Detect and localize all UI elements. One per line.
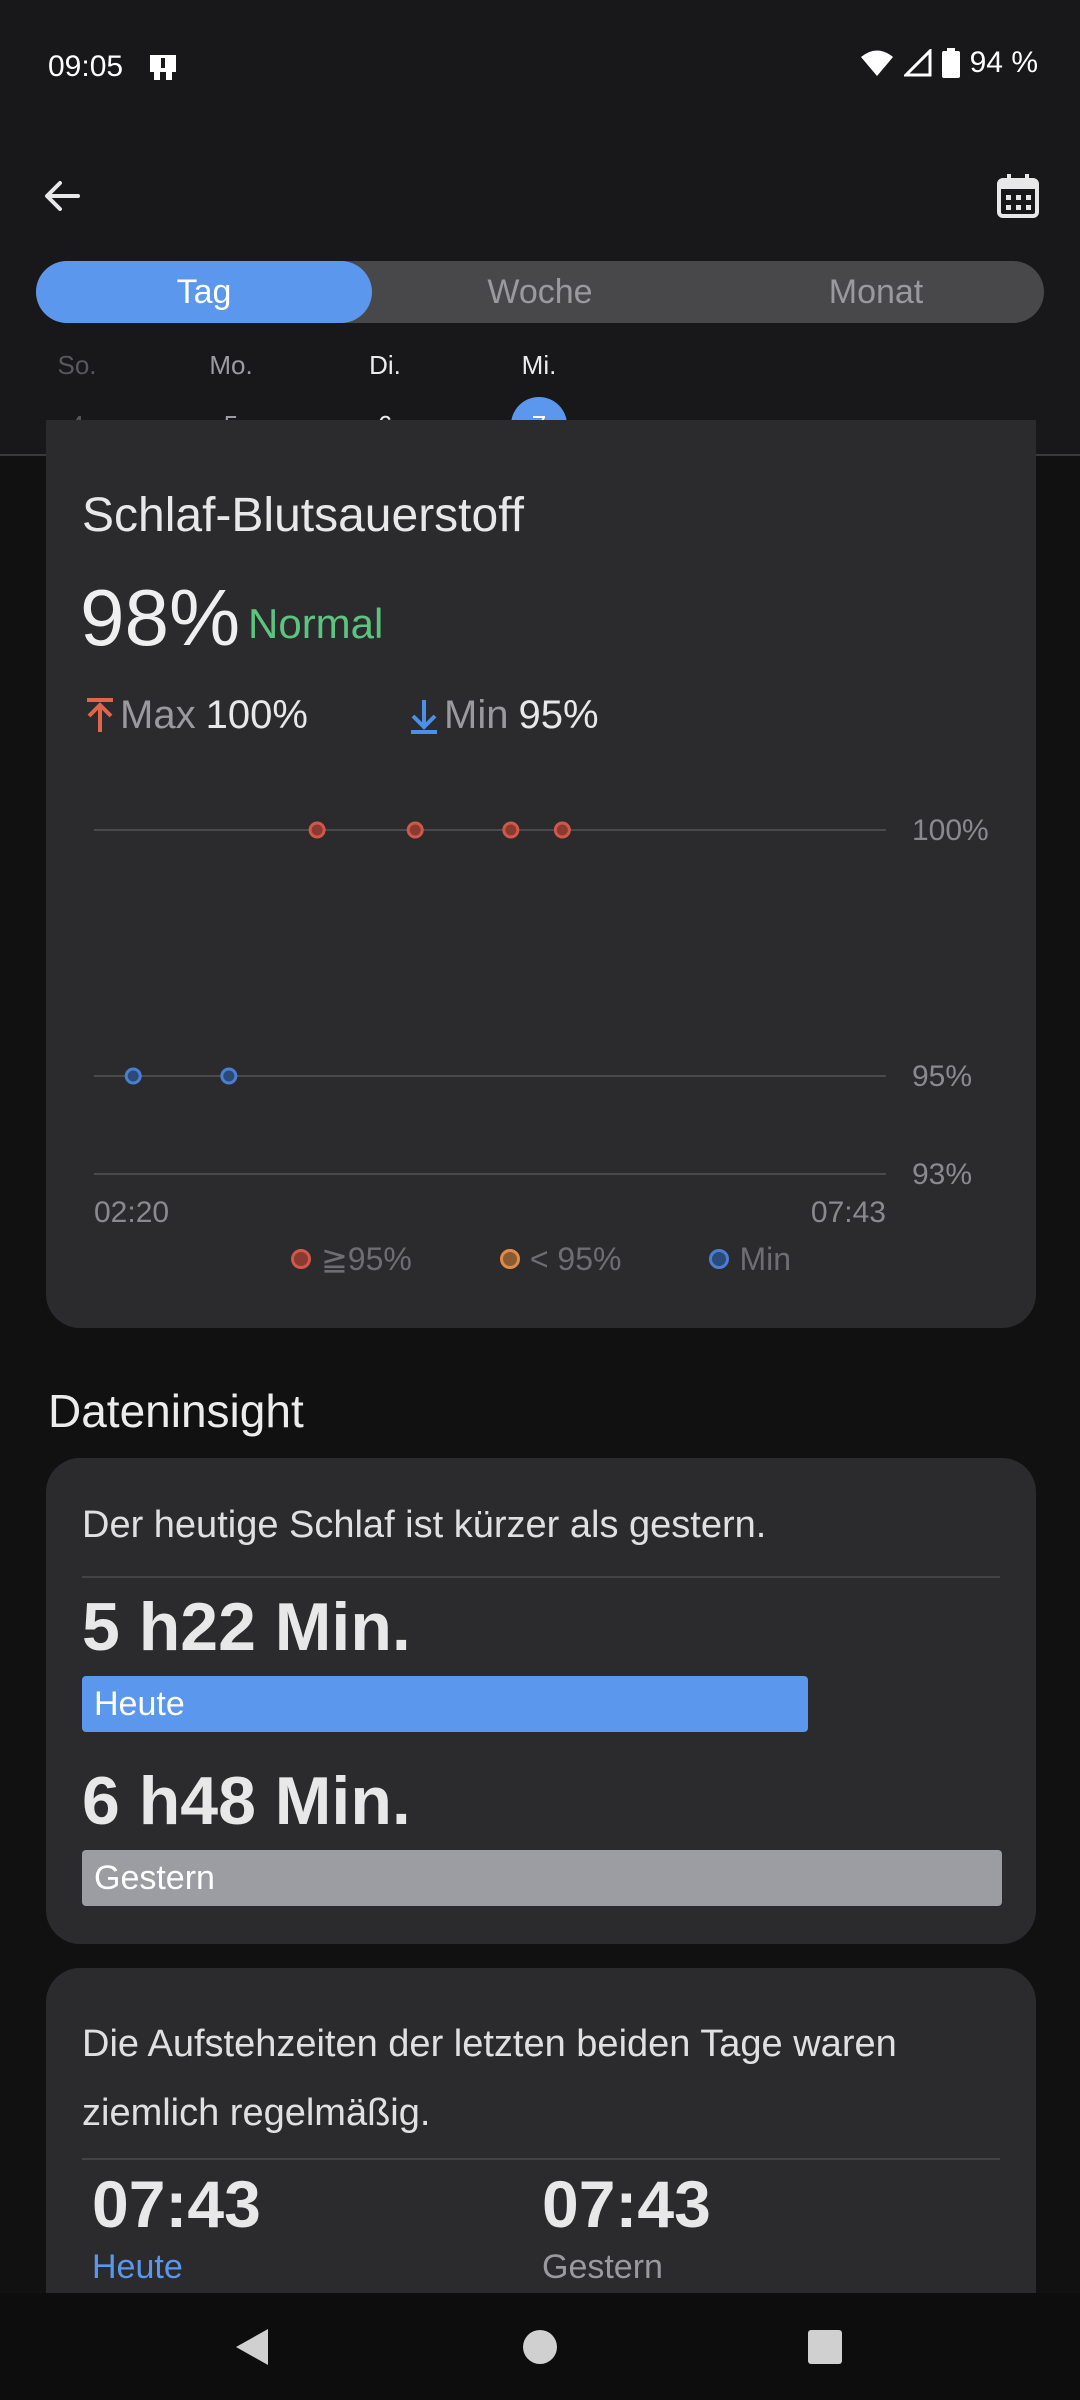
data-point — [502, 821, 520, 839]
day-name: Mi. — [521, 350, 557, 380]
divider — [82, 2158, 1000, 2160]
section-heading: Dateninsight — [48, 1385, 304, 1437]
max-stat: Max 100% — [84, 693, 308, 738]
card-title: Schlaf-Blutsauerstoff — [82, 489, 525, 542]
time-label: Gestern — [542, 2248, 663, 2286]
min-stat: Min 95% — [408, 693, 599, 738]
time-value: 07:43 — [542, 2167, 711, 2241]
time-label: Heute — [92, 2248, 183, 2286]
day-name: Di. — [369, 350, 401, 380]
nav-home-icon[interactable] — [514, 2321, 566, 2373]
legend-label: < 95% — [529, 1240, 622, 1277]
min-label: Min — [444, 693, 509, 737]
legend-label: ≧95% — [320, 1241, 412, 1277]
tab-monat[interactable]: Monat — [828, 272, 924, 311]
time-value: 07:43 — [92, 2167, 261, 2241]
signal-icon — [903, 49, 932, 77]
legend-dot — [290, 1249, 311, 1269]
yesterday-duration: 6 h48 Min. — [82, 1763, 411, 1839]
data-point — [553, 821, 571, 839]
calendar-icon[interactable] — [992, 170, 1044, 222]
legend-dot — [499, 1249, 520, 1269]
legend-dot — [709, 1249, 730, 1269]
today-duration: 5 h22 Min. — [82, 1589, 411, 1665]
chart-legend: ≧95% < 95% Min — [46, 1240, 1036, 1278]
today-wake-time: 07:43 Heute — [92, 2166, 261, 2287]
status-time: 09:05 — [48, 50, 124, 83]
today-duration-bar: Heute — [82, 1676, 808, 1732]
yesterday-duration-bar: Gestern — [82, 1850, 1002, 1906]
period-tabs: Tag Woche Monat — [36, 261, 1044, 323]
sleep-duration-insight-card: Der heutige Schlaf ist kürzer als gester… — [46, 1458, 1036, 1944]
insight-text: Der heutige Schlaf ist kürzer als gester… — [82, 1504, 767, 1546]
nav-recents-icon[interactable] — [799, 2321, 851, 2373]
yesterday-label: Gestern — [94, 1858, 215, 1897]
tab-woche[interactable]: Woche — [487, 272, 593, 311]
wake-time-insight-card: Die Aufstehzeiten der letzten beiden Tag… — [46, 1968, 1036, 2298]
y-tick-label: 100% — [912, 814, 989, 847]
battery-level: 94 % — [969, 46, 1038, 79]
status-label: Normal — [248, 600, 384, 647]
max-label: Max — [120, 693, 196, 737]
legend-label: Min — [739, 1240, 792, 1277]
legend-item: ≧95% — [290, 1240, 412, 1278]
legend-item: Min — [709, 1240, 791, 1278]
legend-item: < 95% — [499, 1240, 622, 1278]
day-name: So. — [57, 350, 97, 380]
arrow-down-icon — [411, 699, 437, 734]
yesterday-wake-time: 07:43 Gestern — [542, 2166, 711, 2287]
data-point — [220, 1067, 238, 1085]
x-tick-label: 02:20 — [94, 1196, 169, 1229]
status-bar: 09:05 94 % — [0, 0, 1080, 130]
data-point — [406, 821, 424, 839]
data-point — [308, 821, 326, 839]
arrow-up-icon — [87, 697, 113, 732]
day-name: Mo. — [209, 350, 253, 380]
header: Tag Woche Monat So. 4 Mo. 5 Di. 6 Mi. 7 — [0, 130, 1080, 456]
data-point — [124, 1067, 142, 1085]
battery-icon — [941, 48, 960, 78]
max-value: 100% — [205, 693, 308, 737]
wifi-icon — [860, 50, 893, 76]
spo2-scatter-chart: 100% 95% 93% 02:20 07:43 — [94, 814, 989, 1229]
tab-tag[interactable]: Tag — [36, 261, 372, 323]
insight-text: Die Aufstehzeiten der letzten beiden Tag… — [82, 2023, 897, 2134]
system-nav-bar — [0, 2293, 1080, 2400]
sleep-spo2-card: Schlaf-Blutsauerstoff 98% Normal Max 100… — [46, 420, 1036, 1328]
y-tick-label: 95% — [912, 1060, 972, 1093]
divider — [82, 1576, 1000, 1578]
spo2-value: 98% — [80, 573, 241, 662]
min-value: 95% — [518, 693, 599, 737]
notification-icon — [150, 55, 176, 80]
x-tick-label: 07:43 — [811, 1196, 886, 1229]
today-label: Heute — [94, 1684, 185, 1723]
back-arrow-icon[interactable] — [36, 170, 88, 222]
y-tick-label: 93% — [912, 1158, 972, 1191]
nav-back-icon[interactable] — [226, 2321, 278, 2373]
